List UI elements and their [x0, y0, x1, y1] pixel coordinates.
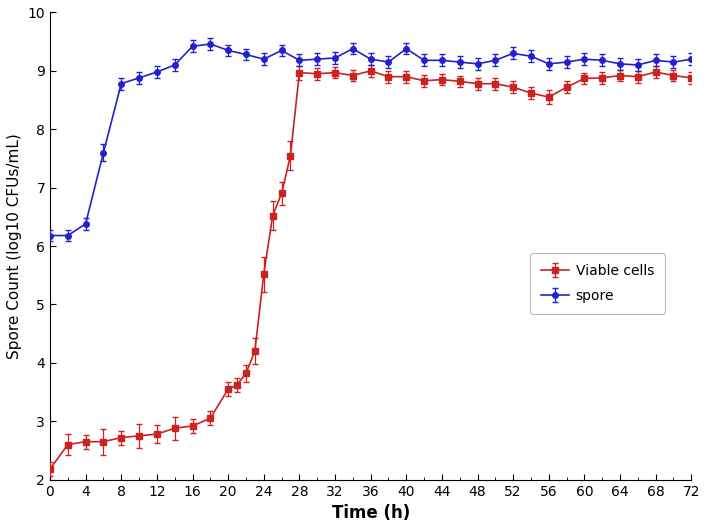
- Y-axis label: Spore Count (log10 CFUs/mL): Spore Count (log10 CFUs/mL): [7, 133, 22, 359]
- X-axis label: Time (h): Time (h): [332, 504, 410, 522]
- Legend: Viable cells, spore: Viable cells, spore: [530, 253, 665, 314]
